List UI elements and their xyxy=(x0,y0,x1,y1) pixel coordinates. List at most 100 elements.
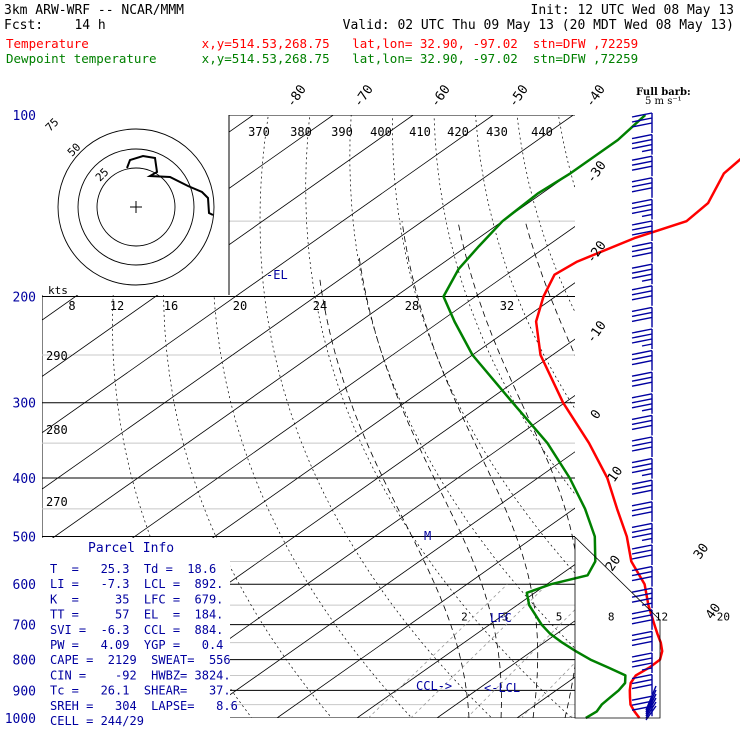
barb-panel-edge xyxy=(574,536,661,719)
theta-label: 430 xyxy=(486,125,508,139)
wind-barb xyxy=(631,241,653,263)
dry-adiabat xyxy=(683,115,740,731)
isotherm-label: -60 xyxy=(428,82,454,110)
speed-scale-label: 28 xyxy=(405,299,419,313)
isotherm-line xyxy=(356,563,575,718)
forecast-hour: Fcst: 14 h xyxy=(4,18,106,33)
isotherm-line xyxy=(42,115,494,434)
hodograph-units: kts xyxy=(48,284,68,297)
moist-adiabat xyxy=(661,221,740,718)
speed-scale-label: 12 xyxy=(110,299,124,313)
parcel-info-row: CELL = 244/29 xyxy=(50,714,144,728)
guide-lines xyxy=(112,115,740,731)
wind-barbs xyxy=(574,112,661,721)
mixing-ratio-label: 8 xyxy=(608,611,615,624)
isotherm-label: 20 xyxy=(603,553,624,574)
isotherm-label: -10 xyxy=(584,318,610,346)
hodograph-ring xyxy=(77,148,195,266)
wind-barb xyxy=(631,652,653,673)
moist-adiabat xyxy=(457,221,575,718)
moist-adiabat xyxy=(693,221,740,718)
parcel-info-title: Parcel Info xyxy=(88,541,174,556)
dry-adiabat xyxy=(475,115,575,410)
theta-label: 400 xyxy=(370,125,392,139)
pressure-label: 600 xyxy=(13,578,36,593)
moist-adiabat xyxy=(725,221,740,718)
lcl-marker: <-LCL xyxy=(484,681,520,695)
parcel-info-row: TT = 57 EL = 184. xyxy=(50,608,223,622)
dry-adiabat xyxy=(305,115,573,718)
dry-adiabat xyxy=(641,115,740,731)
speed-scale-label: 8 xyxy=(68,299,75,313)
full-barb-units: 5 m s⁻¹ xyxy=(645,96,682,107)
wind-barb xyxy=(631,177,653,198)
wind-barb xyxy=(631,112,653,133)
temperature-trace xyxy=(534,157,740,719)
wind-barb xyxy=(631,414,653,436)
dewpoint-trace xyxy=(442,114,647,720)
pressure-label: 900 xyxy=(13,684,36,699)
wind-barb xyxy=(631,544,653,565)
wind-barb xyxy=(631,133,653,155)
el-marker: -EL xyxy=(266,268,288,282)
wind-barb xyxy=(631,349,653,371)
isotherm-label: -70 xyxy=(351,82,377,110)
dry-adiabat xyxy=(349,115,575,649)
mixing-ratio-line xyxy=(466,609,575,718)
isotherm-line xyxy=(116,394,575,718)
dry-adiabat xyxy=(163,115,333,718)
speed-scale-label: 16 xyxy=(164,299,178,313)
moist-adiabat xyxy=(358,253,502,718)
wind-barb xyxy=(631,522,653,544)
isotherm-line xyxy=(42,225,575,603)
parcel-info-row: Tc = 26.1 SHEAR= 37. xyxy=(50,684,231,698)
pressure-label: 300 xyxy=(13,397,36,412)
wind-barb xyxy=(631,630,653,652)
isotherm-line xyxy=(196,451,575,718)
moist-adiabat xyxy=(401,221,539,718)
temperature-legend: Temperature x,y=514.53,268.75 lat,lon= 3… xyxy=(6,36,638,51)
isotherm-line xyxy=(597,115,740,718)
mixing-ratio-line xyxy=(520,662,575,718)
dry-adiabat xyxy=(259,115,493,718)
isotherm-label: -80 xyxy=(284,82,310,110)
dry-adiabat xyxy=(212,115,413,718)
hodograph-ring xyxy=(57,128,215,286)
low-level-wind-barbs xyxy=(645,685,657,721)
wind-barb xyxy=(631,673,653,695)
wind-barb xyxy=(631,220,653,241)
wind-barb xyxy=(631,285,653,306)
isotherm-label: -40 xyxy=(583,82,609,110)
parcel-info-row: CAPE = 2129 SWEAT= 556 xyxy=(50,653,231,667)
parcel-info-row: SVI = -6.3 CCL = 884. xyxy=(50,623,223,637)
wind-barb xyxy=(631,457,653,479)
parcel-info-row: CIN = -92 HWBZ= 3824. xyxy=(50,668,231,682)
parcel-info-row: T = 25.3 Td = 18.6 xyxy=(50,562,216,576)
mixing-ratio-label: 20 xyxy=(717,611,730,624)
parcel-info-panel: Parcel Info T = 25.3 Td = 18.6LI = -7.3 … xyxy=(42,538,238,733)
dry-adiabat xyxy=(724,115,740,731)
theta-label: 410 xyxy=(409,125,431,139)
side-theta-label: 270 xyxy=(46,495,68,509)
pressure-label: 200 xyxy=(13,291,36,306)
m-marker: M xyxy=(424,529,431,543)
valid-time: Valid: 02 UTC Thu 09 May 13 (20 MDT Wed … xyxy=(343,18,734,33)
pressure-label: 700 xyxy=(13,619,36,634)
pressure-label: 400 xyxy=(13,472,36,487)
isotherm-label: 0 xyxy=(588,407,605,422)
wind-barb xyxy=(631,328,653,349)
mixing-ratio-line xyxy=(569,712,575,718)
isotherm-line xyxy=(276,507,575,718)
speed-scale-label: 24 xyxy=(313,299,327,313)
theta-label: 420 xyxy=(447,125,469,139)
wind-barb xyxy=(631,393,653,414)
isotherm-label: -50 xyxy=(506,82,532,110)
mixing-ratio-label: 5 xyxy=(556,611,563,624)
theta-label: 390 xyxy=(331,125,353,139)
mixing-ratio-line xyxy=(410,583,548,718)
parcel-info-row: LI = -7.3 LCL = 892. xyxy=(50,577,223,591)
mixing-ratio-label: 2 xyxy=(461,611,468,624)
pressure-label: 800 xyxy=(13,654,36,669)
full-barb-label: Full barb: xyxy=(636,87,691,98)
